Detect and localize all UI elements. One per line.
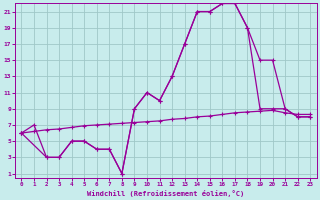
X-axis label: Windchill (Refroidissement éolien,°C): Windchill (Refroidissement éolien,°C) [87,190,244,197]
